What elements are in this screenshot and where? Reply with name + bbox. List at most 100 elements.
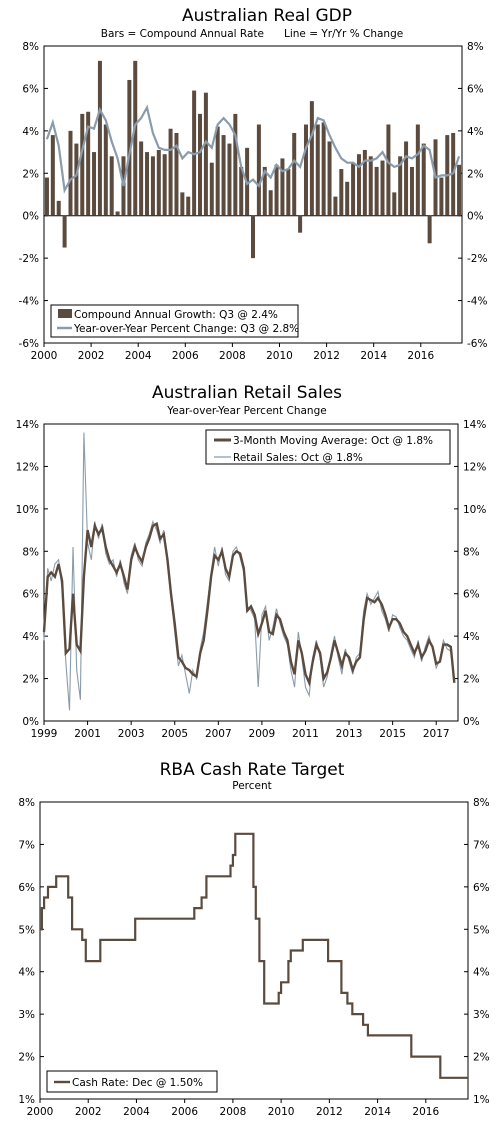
retail-xtick-label: 1999: [31, 728, 58, 740]
gdp-subtitle: Bars = Compound Annual Rate Line = Yr/Yr…: [101, 28, 403, 40]
gdp-bar: [351, 162, 356, 216]
retail-ytick-label-left: 0%: [22, 716, 39, 728]
gdp-bar: [415, 124, 420, 216]
gdp-bar: [92, 152, 97, 216]
gdp-xtick-label: 2014: [360, 350, 387, 362]
retail-legend-ma-label: 3-Month Moving Average: Oct @ 1.8%: [233, 435, 433, 447]
gdp-bars: [44, 60, 462, 259]
gdp-bar: [268, 190, 273, 216]
gdp-bar: [62, 215, 67, 248]
gdp-bar: [380, 160, 385, 216]
retail-sales-line: [43, 432, 455, 711]
gdp-bar: [156, 149, 161, 216]
rba-ytick-label-right: 3%: [473, 1009, 490, 1021]
rba-y-axis: 8% 8% 7% 7% 6% 6% 5% 5% 4% 4% 3% 3% 2% 2% 1% 1%: [18, 797, 489, 1106]
retail-title: Australian Retail Sales: [152, 383, 342, 403]
gdp-ytick-label-right: 0%: [467, 211, 484, 223]
gdp-ytick-label-right: 2%: [467, 168, 484, 180]
gdp-ytick-label-left: 4%: [22, 126, 39, 138]
retail-legend-box: [205, 429, 451, 465]
retail-ytick-label-right: 6%: [463, 589, 480, 601]
rba-ytick-label-left: 3%: [18, 1009, 35, 1021]
retail-xtick-label: 2001: [74, 728, 101, 740]
retail-xtick-label: 2013: [336, 728, 363, 740]
gdp-ytick-label-right: 4%: [467, 126, 484, 138]
gdp-bar: [233, 113, 238, 216]
gdp-bar: [162, 154, 167, 216]
gdp-plot-frame: [43, 45, 463, 344]
rba-xtick-label: 2010: [268, 1106, 295, 1118]
gdp-legend-bar-swatch: [58, 309, 72, 318]
gdp-title: Australian Real GDP: [182, 6, 352, 26]
gdp-ytick-label-right: 8%: [467, 41, 484, 53]
gdp-legend-bar-label: Compound Annual Growth: Q3 @ 2.4%: [74, 309, 278, 321]
gdp-xtick-label: 2016: [407, 350, 434, 362]
retail-ytick-label-right: 12%: [463, 461, 486, 473]
rba-legend-label: Cash Rate: Dec @ 1.50%: [72, 1077, 203, 1089]
gdp-bar: [203, 92, 208, 216]
gdp-legend-line-label: Year-over-Year Percent Change: Q3 @ 2.8%: [73, 323, 299, 335]
gdp-legend: Compound Annual Growth: Q3 @ 2.4% Year-o…: [50, 304, 299, 338]
gdp-xtick-label: 2002: [78, 350, 105, 362]
gdp-bar: [409, 166, 414, 216]
retail-x-axis: 1999 2001 2003 2005 2007 2009 2011 2013 2015 2017: [31, 721, 450, 740]
rba-plot-frame: [39, 801, 469, 1100]
gdp-ytick-label-left: -2%: [19, 253, 39, 265]
gdp-bar: [239, 166, 244, 216]
retail-ytick-label-left: 12%: [16, 461, 39, 473]
gdp-ytick-label-left: 8%: [22, 41, 39, 53]
gdp-bar: [315, 124, 320, 216]
retail-xtick-label: 2017: [423, 728, 450, 740]
gdp-bar: [133, 60, 138, 216]
rba-chart: RBA Cash Rate Target Percent 8% 8% 7% 7% 6% 6…: [18, 760, 489, 1118]
retail-subtitle: Year-over-Year Percent Change: [166, 405, 326, 417]
gdp-bar: [103, 124, 108, 216]
gdp-bar: [362, 149, 367, 216]
retail-ytick-label-left: 2%: [22, 674, 39, 686]
rba-ytick-label-right: 2%: [473, 1052, 490, 1064]
retail-xtick-label: 2011: [292, 728, 319, 740]
rba-xtick-label: 2012: [316, 1106, 343, 1118]
retail-ytick-label-right: 8%: [463, 546, 480, 558]
gdp-bar: [327, 141, 332, 216]
gdp-bar: [215, 126, 220, 216]
gdp-xtick-label: 2010: [266, 350, 293, 362]
gdp-legend-box: [50, 304, 299, 338]
gdp-xtick-label: 2000: [31, 350, 58, 362]
gdp-bar: [274, 164, 279, 216]
retail-legend-raw-label: Retail Sales: Oct @ 1.8%: [233, 452, 363, 464]
rba-title: RBA Cash Rate Target: [160, 760, 345, 780]
gdp-bar: [109, 156, 114, 216]
rba-legend-box: [46, 1070, 218, 1093]
gdp-xtick-label: 2004: [125, 350, 152, 362]
gdp-ytick-label-left: -6%: [19, 338, 39, 350]
gdp-yoy-line: [45, 104, 461, 194]
rba-ytick-label-right: 4%: [473, 967, 490, 979]
gdp-bar: [427, 215, 432, 244]
gdp-bar: [386, 124, 391, 216]
gdp-bar: [150, 156, 155, 216]
retail-ytick-label-left: 10%: [16, 504, 39, 516]
gdp-bar: [168, 128, 173, 216]
gdp-bar: [298, 215, 303, 233]
gdp-ytick-label-left: 6%: [22, 83, 39, 95]
rba-ytick-label-left: 8%: [18, 797, 35, 809]
gdp-bar: [186, 196, 191, 216]
gdp-bar: [115, 211, 120, 216]
gdp-bar: [127, 79, 132, 216]
gdp-bar: [392, 192, 397, 216]
rba-xtick-label: 2008: [220, 1106, 247, 1118]
retail-ytick-label-right: 10%: [463, 504, 486, 516]
gdp-chart: Australian Real GDP Bars = Compound Annu…: [19, 6, 488, 362]
retail-xtick-label: 2007: [205, 728, 232, 740]
gdp-bar: [292, 132, 297, 216]
gdp-bar: [398, 156, 403, 216]
rba-xtick-label: 2004: [123, 1106, 150, 1118]
gdp-xtick-label: 2008: [219, 350, 246, 362]
gdp-bar: [209, 162, 214, 216]
gdp-bar: [374, 166, 379, 216]
gdp-ytick-label-left: -4%: [19, 296, 39, 308]
gdp-bar: [74, 143, 79, 216]
retail-xtick-label: 2015: [379, 728, 406, 740]
